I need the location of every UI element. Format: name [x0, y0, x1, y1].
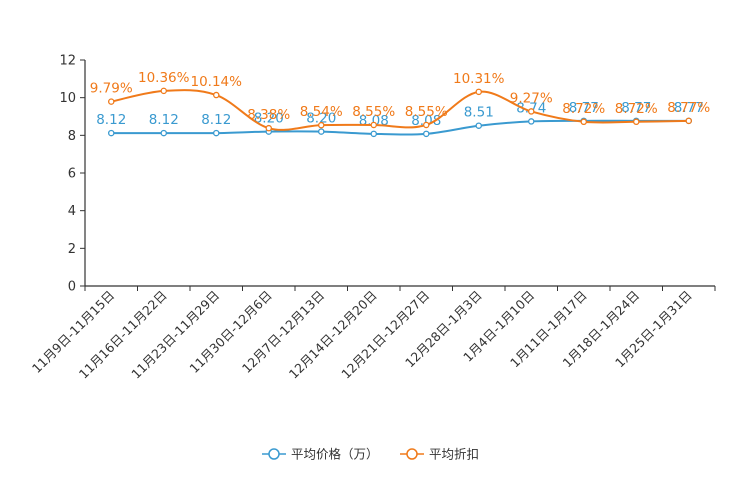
y-tick-label: 2	[68, 242, 76, 257]
data-label: 8.51	[464, 105, 494, 121]
legend-label: 平均价格（万）	[291, 447, 379, 462]
data-label: 8.72%	[562, 101, 605, 117]
data-label: 8.72%	[615, 101, 658, 117]
y-tick-label: 6	[68, 167, 76, 182]
data-label: 8.12	[201, 112, 231, 128]
data-label: 10.36%	[138, 70, 190, 86]
data-point	[317, 128, 325, 135]
data-point	[212, 129, 220, 137]
data-label: 9.79%	[90, 81, 133, 97]
data-label: 8.77%	[667, 100, 710, 116]
data-point	[108, 129, 115, 137]
data-label: 10.14%	[191, 74, 243, 90]
data-point	[685, 117, 693, 125]
y-tick-label: 10	[59, 91, 76, 106]
data-label: 8.08	[411, 113, 441, 129]
data-point	[108, 98, 115, 105]
data-label: 9.27%	[510, 90, 553, 106]
data-label: 8.12	[96, 112, 126, 128]
data-point	[580, 118, 588, 126]
data-point	[370, 130, 377, 138]
data-point	[475, 88, 482, 96]
data-label: 8.77	[621, 100, 651, 116]
legend-marker-discount	[406, 448, 418, 460]
data-label: 8.20	[306, 111, 336, 127]
legend-marker-price	[268, 448, 280, 460]
data-point	[317, 121, 325, 129]
y-tick-label: 8	[68, 129, 76, 144]
legend-label: 平均折扣	[429, 447, 479, 462]
data-label: 8.20	[254, 111, 284, 127]
series-line-price	[111, 119, 689, 136]
data-point	[528, 108, 535, 115]
data-point	[528, 118, 535, 125]
data-label: 8.55%	[352, 104, 395, 120]
x-tick-label: 12月21日-12月27日	[338, 288, 432, 382]
x-tick-label: 11月23日-11月29日	[128, 288, 222, 382]
data-label: 8.77	[674, 100, 704, 116]
data-label: 8.55%	[405, 104, 448, 120]
y-tick-label: 12	[59, 54, 76, 69]
x-tick-label: 12月14日-12月20日	[286, 288, 380, 382]
data-label: 8.77	[569, 100, 599, 116]
data-label: 10.31%	[453, 71, 505, 87]
data-label: 8.54%	[300, 104, 343, 120]
data-point	[160, 87, 167, 95]
data-point	[370, 121, 377, 129]
y-tick-label: 0	[68, 280, 76, 295]
x-tick-label: 11月16日-11月22日	[76, 288, 170, 382]
data-label: 8.38%	[247, 107, 290, 123]
data-point	[212, 91, 220, 99]
data-point	[160, 129, 167, 137]
data-point	[633, 118, 640, 126]
data-label: 8.12	[149, 112, 179, 128]
data-point	[265, 124, 272, 132]
data-point	[422, 121, 430, 129]
y-tick-label: 4	[68, 204, 76, 219]
data-point	[422, 130, 430, 138]
data-point	[475, 122, 482, 129]
